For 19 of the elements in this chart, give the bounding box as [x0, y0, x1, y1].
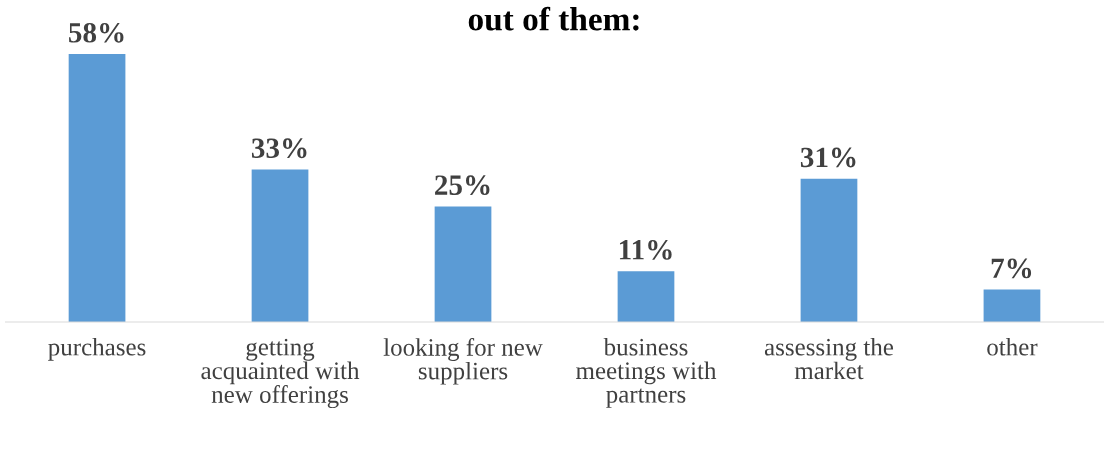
data-label: 7% — [991, 258, 1032, 279]
bar — [251, 169, 309, 322]
x-tick-label: business meetings with partners — [576, 338, 717, 408]
x-tick-label: getting acquainted with new offerings — [201, 338, 360, 409]
x-tick-label: assessing the market — [764, 338, 894, 380]
data-label: 25% — [435, 175, 490, 196]
bar — [434, 206, 492, 322]
data-label: 33% — [251, 138, 307, 159]
data-label: 11% — [619, 239, 672, 260]
bar — [983, 289, 1041, 322]
x-tick-label: purchases — [48, 338, 146, 361]
bar — [68, 54, 126, 322]
chart-title: out of them: — [468, 6, 639, 31]
x-tick-label: looking for new suppliers — [383, 338, 543, 385]
data-label: 58% — [69, 22, 124, 43]
x-tick-label: other — [987, 338, 1038, 356]
bar — [617, 271, 675, 322]
bar — [800, 178, 858, 322]
data-label: 31% — [800, 147, 856, 168]
